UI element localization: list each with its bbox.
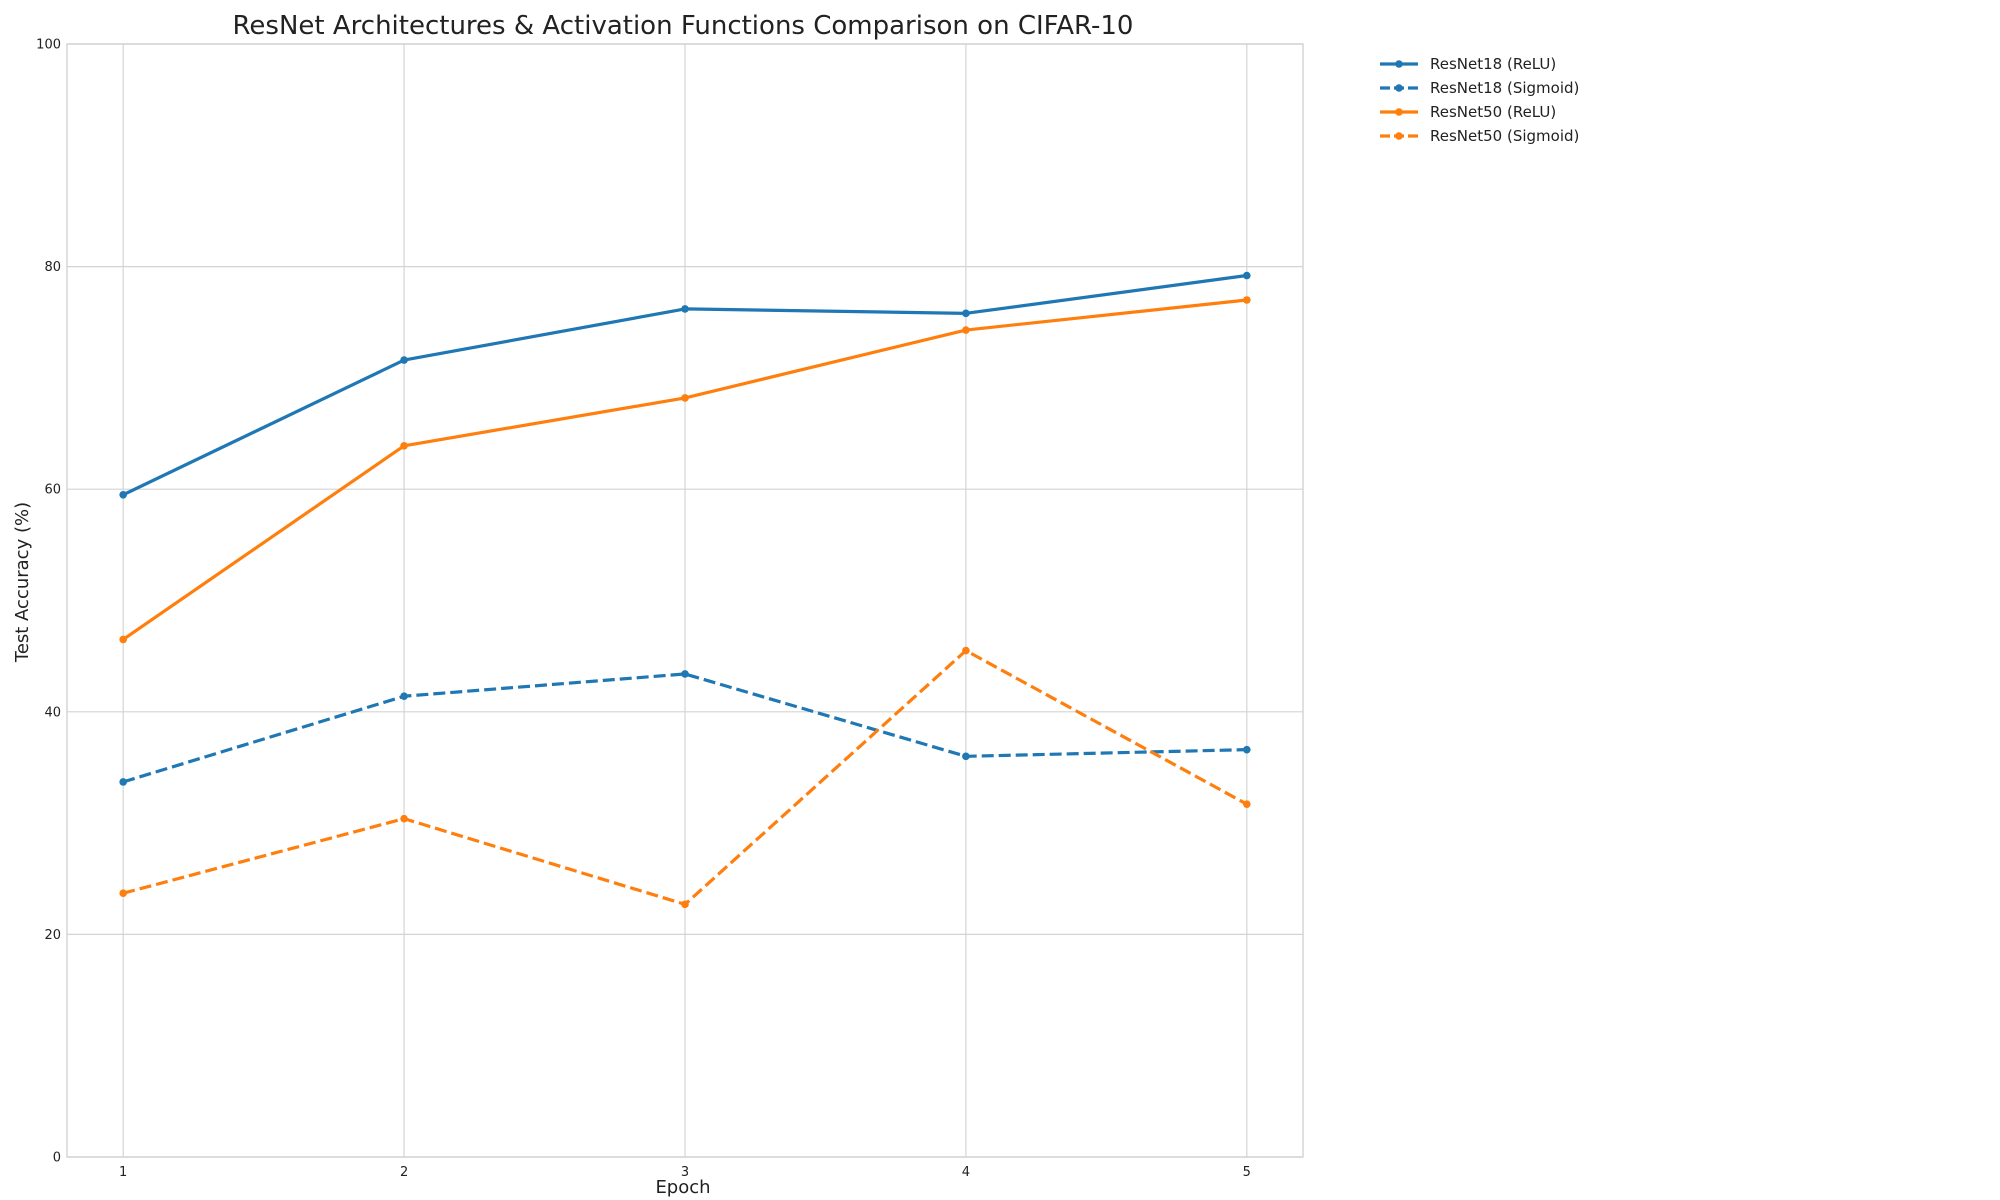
series-1 — [119, 271, 1251, 499]
y-tick-label: 0 — [53, 1151, 61, 1166]
legend-label: ResNet50 (Sigmoid) — [1430, 127, 1579, 145]
data-point — [1243, 745, 1251, 754]
legend-marker — [1395, 132, 1403, 140]
plot-frame — [66, 43, 1304, 1158]
legend-item: ResNet18 (ReLU) — [1380, 55, 1556, 73]
y-tick-label: 60 — [44, 483, 61, 498]
y-axis-label: Test Accuracy (%) — [12, 502, 33, 663]
data-point — [1243, 271, 1251, 280]
x-tick-label: 5 — [1243, 1165, 1251, 1180]
legend-marker — [1395, 60, 1403, 68]
data-point — [400, 692, 408, 701]
y-tick-label: 20 — [44, 928, 61, 943]
legend-label: ResNet50 (ReLU) — [1430, 103, 1556, 121]
legend-label: ResNet18 (ReLU) — [1430, 55, 1556, 73]
legend-item: ResNet50 (ReLU) — [1380, 103, 1556, 121]
data-point — [962, 326, 970, 334]
y-tick-label: 80 — [44, 260, 61, 275]
data-point — [681, 305, 689, 313]
data-point — [119, 778, 127, 786]
series-2 — [119, 670, 1251, 786]
data-point — [119, 889, 127, 898]
data-point — [681, 900, 689, 909]
series-line — [122, 672, 1247, 784]
y-tick-label: 100 — [36, 38, 61, 53]
legend: ResNet18 (ReLU) ResNet18 (Sigmoid) ResNet5… — [1380, 55, 1579, 145]
series-layer — [119, 271, 1251, 909]
x-tick-label: 3 — [681, 1165, 689, 1180]
legend-marker — [1395, 84, 1403, 92]
grid-lines — [67, 43, 1303, 1158]
data-point — [962, 752, 970, 761]
data-point — [962, 309, 970, 318]
legend-label: ResNet18 (Sigmoid) — [1430, 79, 1579, 97]
data-point — [119, 490, 127, 499]
data-point — [119, 635, 127, 644]
chart-title: ResNet Architectures & Activation Functi… — [233, 11, 1134, 41]
data-point — [400, 814, 408, 823]
data-point — [400, 356, 408, 364]
data-point — [681, 670, 689, 678]
legend-item: ResNet50 (Sigmoid) — [1380, 127, 1579, 145]
data-point — [400, 441, 408, 450]
axis-ticks: 1 2 3 4 5 0 20 40 60 80 100 — [36, 38, 1251, 1181]
data-point — [1243, 800, 1251, 808]
x-tick-label: 2 — [400, 1165, 408, 1180]
series-4 — [119, 646, 1251, 909]
legend-item: ResNet18 (Sigmoid) — [1380, 79, 1579, 97]
data-point — [681, 394, 689, 402]
legend-marker — [1395, 108, 1403, 116]
x-tick-label: 4 — [962, 1165, 970, 1180]
y-tick-label: 40 — [44, 705, 61, 720]
series-3 — [119, 296, 1251, 644]
x-axis-label: Epoch — [655, 1177, 710, 1198]
data-point — [1243, 296, 1251, 304]
x-tick-label: 1 — [119, 1165, 127, 1180]
data-point — [962, 646, 970, 655]
